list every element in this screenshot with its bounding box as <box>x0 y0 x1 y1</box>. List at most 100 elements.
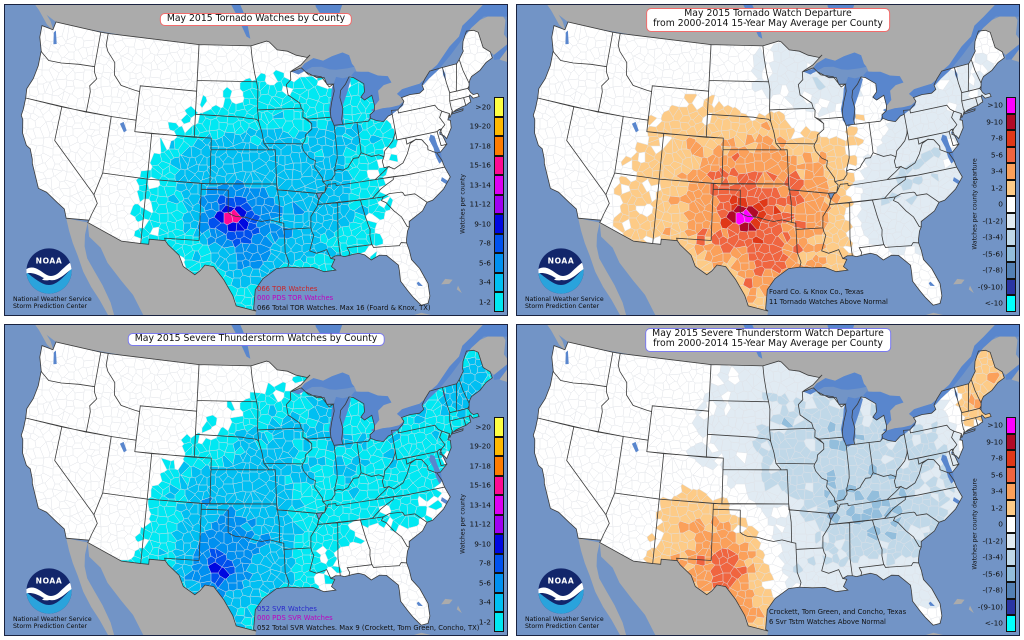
annotation-line: 000 PDS SVR Watches <box>257 614 333 623</box>
legend-axis-label: Watches per county departure <box>971 478 979 570</box>
legend-row: -(1-2) <box>946 532 1018 549</box>
noaa-acronym: NOAA <box>36 576 63 585</box>
legend-swatch <box>494 97 504 117</box>
legend-row: 17-18 <box>434 136 506 156</box>
panel-severe-thunderstorm-watch-departure: May 2015 Severe Thunderstorm Watch Depar… <box>516 324 1020 636</box>
legend-row: 7-8 <box>434 233 506 253</box>
annotation-line: 052 Total SVR Watches. Max 9 (Crockett, … <box>257 623 480 632</box>
legend-row: 3-4 <box>946 483 1018 500</box>
legend-label: -(3-4) <box>982 232 1003 242</box>
legend-row: -(9-10) <box>946 598 1018 615</box>
legend-row: 19-20 <box>434 116 506 136</box>
legend-label: 9-10 <box>474 219 491 229</box>
legend-label: 17-18 <box>469 461 491 471</box>
noaa-seal-icon: NOAA <box>26 568 72 614</box>
noaa-logo: NOAA National Weather Service Storm Predi… <box>13 567 92 631</box>
legend-swatch <box>1006 417 1016 434</box>
legend-label: <-10 <box>984 298 1003 308</box>
legend-row: -(5-6) <box>946 565 1018 582</box>
legend-label: 15-16 <box>469 480 491 490</box>
legend-swatch <box>494 116 504 136</box>
legend-swatch <box>494 233 504 253</box>
legend-swatch <box>494 292 504 312</box>
legend-swatch <box>494 214 504 234</box>
noaa-logo: NOAA National Weather Service Storm Predi… <box>525 247 604 311</box>
legend-row: 3-4 <box>946 163 1018 180</box>
noaa-acronym: NOAA <box>548 256 575 265</box>
legend-label: 1-2 <box>478 297 491 307</box>
credit-line: Storm Prediction Center <box>525 303 600 311</box>
legend-label: 7-8 <box>478 238 491 248</box>
legend-label: 3-4 <box>478 597 491 607</box>
legend-label: 5-6 <box>990 150 1003 160</box>
credit-line: Storm Prediction Center <box>13 303 88 311</box>
annotation-line: Foard Co. & Knox Co., Texas <box>769 288 864 297</box>
legend-swatch <box>494 573 504 593</box>
credit-lines: National Weather Service Storm Prediction… <box>13 616 92 631</box>
legend-label: 3-4 <box>990 486 1003 496</box>
legend-row: 5-6 <box>434 253 506 273</box>
annotation-line: 066 TOR Watches <box>257 284 318 293</box>
annotation-line: 052 SVR Watches <box>257 604 317 613</box>
credit-lines: National Weather Service Storm Prediction… <box>525 615 604 631</box>
annotation-line: 6 Svr Tstm Watches Above Normal <box>769 617 886 626</box>
legend-row: 0 <box>946 196 1018 213</box>
panel-tornado-watches: May 2015 Tornado Watches by County >20 19… <box>4 4 508 316</box>
legend-label: 0 <box>998 519 1003 529</box>
legend-row: -(7-8) <box>946 262 1018 279</box>
legend-label: 9-10 <box>986 437 1003 447</box>
legend-label: 7-8 <box>478 558 491 568</box>
legend-label: 13-14 <box>469 180 491 190</box>
legend-label: 1-2 <box>990 183 1003 193</box>
legend-label: 11-12 <box>469 519 491 529</box>
credit-line: National Weather Service <box>525 295 604 303</box>
panel-title-tornado-watches: May 2015 Tornado Watches by County <box>159 13 353 27</box>
legend-label: -(7-8) <box>982 265 1003 275</box>
legend-row: 7-8 <box>946 130 1018 147</box>
title-line: May 2015 Severe Thunderstorm Watches by … <box>134 333 378 344</box>
legend-severe-thunderstorm-watch-departure: >10 9-10 7-8 5-6 3-4 1-2 0 -(1-2) -(3-4) -(5-6) -(… <box>946 417 1018 632</box>
legend-label: >10 <box>987 100 1003 110</box>
legend-row: 15-16 <box>434 155 506 175</box>
legend-label: -(1-2) <box>982 536 1003 546</box>
legend-swatch <box>494 553 504 573</box>
legend-label: >10 <box>987 420 1003 430</box>
legend-row: 9-10 <box>946 113 1018 130</box>
legend-row: 7-8 <box>434 553 506 573</box>
panel-severe-thunderstorm-watches: May 2015 Severe Thunderstorm Watches by … <box>4 324 508 636</box>
legend-tornado-watch-departure: >10 9-10 7-8 5-6 3-4 1-2 0 -(1-2) -(3-4) -(5-6) -(… <box>946 97 1018 312</box>
map-severe-thunderstorm-watches <box>5 325 507 635</box>
legend-row: 0 <box>946 516 1018 533</box>
legend-row: <-10 <box>946 615 1018 632</box>
legend-swatch <box>1006 516 1016 533</box>
legend-label: >20 <box>475 102 491 112</box>
legend-row: 1-2 <box>946 499 1018 516</box>
legend-swatch <box>494 592 504 612</box>
panel-title-severe-thunderstorm-watch-departure: May 2015 Severe Thunderstorm Watch Depar… <box>645 328 891 352</box>
legend-row: 3-4 <box>434 592 506 612</box>
legend-row: 13-14 <box>434 175 506 195</box>
legend-swatch <box>1006 582 1016 599</box>
legend-row: 5-6 <box>946 146 1018 163</box>
legend-row: 9-10 <box>434 214 506 234</box>
legend-swatch <box>494 417 504 437</box>
legend-row: -(9-10) <box>946 278 1018 295</box>
legend-label: 3-4 <box>990 166 1003 176</box>
credit-line: National Weather Service <box>525 615 604 623</box>
legend-swatch <box>1006 97 1016 114</box>
legend-swatch <box>494 475 504 495</box>
legend-swatch <box>494 612 504 632</box>
noaa-logo: NOAA National Weather Service Storm Predi… <box>13 247 92 311</box>
legend-row: 3-4 <box>434 272 506 292</box>
legend-row: 19-20 <box>434 436 506 456</box>
legend-swatch <box>1006 262 1016 279</box>
annotation-severe-thunderstorm-watches: 052 SVR Watches 000 PDS SVR Watches 052 To… <box>257 605 479 633</box>
legend-row: >10 <box>946 417 1018 434</box>
legend-swatch <box>1006 163 1016 180</box>
legend-label: -(9-10) <box>977 602 1003 612</box>
legend-row: 9-10 <box>946 433 1018 450</box>
legend-severe-thunderstorm-watches: >20 19-20 17-18 15-16 13-14 11-12 9-10 7-8 5-6 3-… <box>434 417 506 632</box>
legend-label: 9-10 <box>474 539 491 549</box>
legend-row: >20 <box>434 417 506 437</box>
